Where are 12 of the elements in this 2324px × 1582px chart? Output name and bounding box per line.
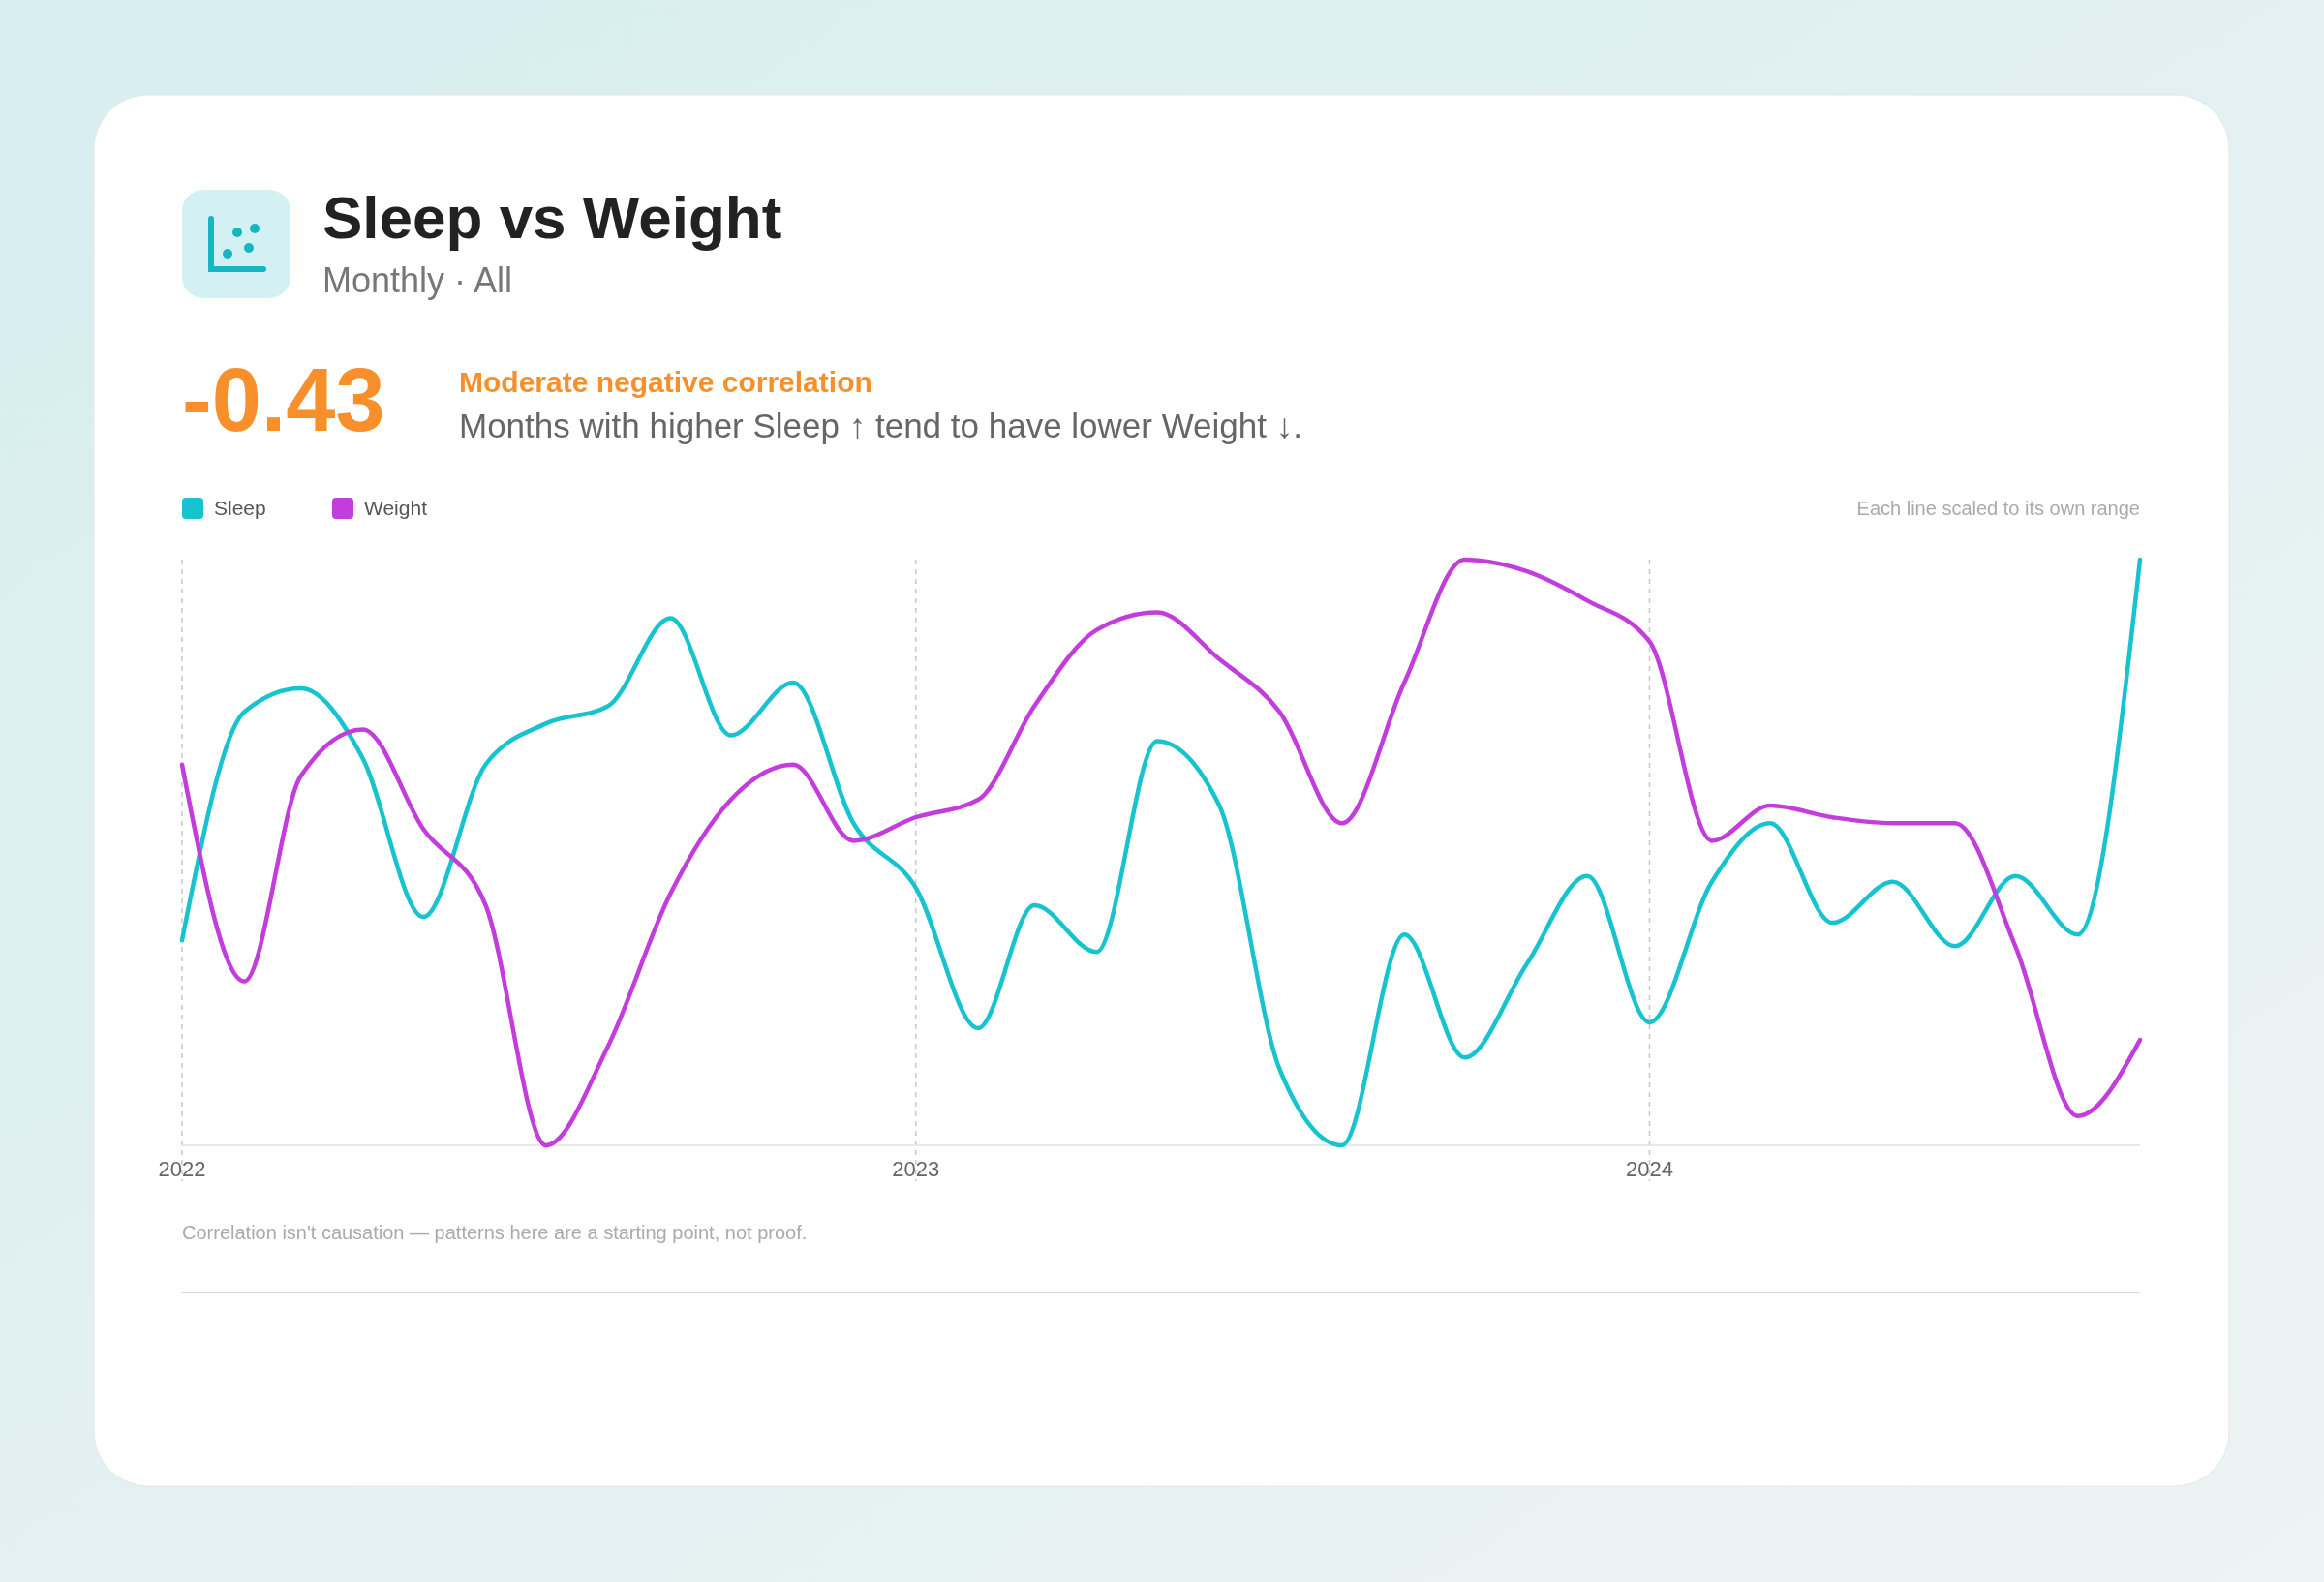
- x-tick-label: 2024: [1625, 1157, 1673, 1181]
- text: -0.43: [182, 350, 385, 449]
- legend-label: Sleep: [214, 497, 266, 519]
- legend-label: Weight: [364, 497, 428, 519]
- text: Correlation isn't causation — patterns here are a starting point, not proof.: [182, 1222, 808, 1243]
- x-tick-label: 2023: [892, 1157, 940, 1181]
- chart-title: Sleep vs Weight: [322, 184, 782, 251]
- x-tick-label: 2022: [158, 1157, 206, 1181]
- text: Months with higher Sleep ↑ tend to have lower Weight ↓.: [459, 407, 1302, 444]
- text: Moderate negative correlation: [459, 366, 872, 398]
- text: Each line scaled to its own range: [1856, 498, 2140, 519]
- chart-subtitle: Monthly · All: [322, 260, 513, 300]
